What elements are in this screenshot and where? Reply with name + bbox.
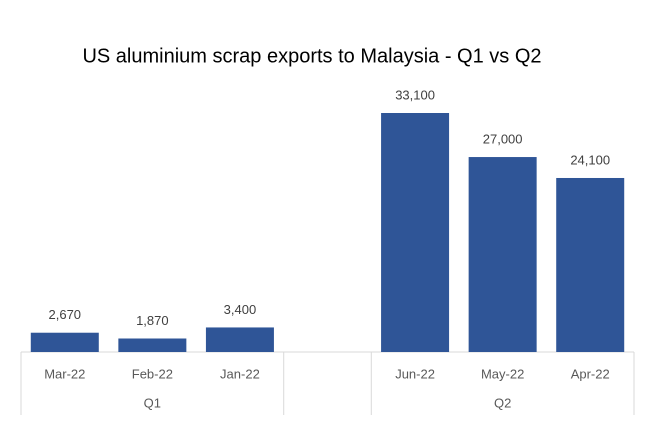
value-label: 3,400 — [224, 302, 257, 317]
value-label: 1,870 — [136, 313, 169, 328]
x-tick-label: Jun-22 — [395, 366, 435, 381]
bar — [118, 338, 187, 352]
x-tick-label: Jan-22 — [220, 366, 260, 381]
x-tick-label: Feb-22 — [132, 366, 173, 381]
x-tick-label: Mar-22 — [44, 366, 85, 381]
bar — [381, 113, 450, 352]
bar — [205, 327, 274, 352]
bar — [30, 332, 99, 352]
chart-title: US aluminium scrap exports to Malaysia -… — [82, 45, 541, 67]
value-label: 33,100 — [395, 87, 435, 102]
value-label: 2,670 — [49, 307, 82, 322]
x-tick-label: Apr-22 — [571, 366, 610, 381]
group-label: Q1 — [144, 395, 161, 410]
bar — [556, 177, 625, 352]
group-label: Q2 — [494, 395, 511, 410]
value-label: 27,000 — [483, 131, 523, 146]
x-tick-label: May-22 — [481, 366, 524, 381]
bar — [468, 157, 537, 352]
value-label: 24,100 — [570, 152, 610, 167]
